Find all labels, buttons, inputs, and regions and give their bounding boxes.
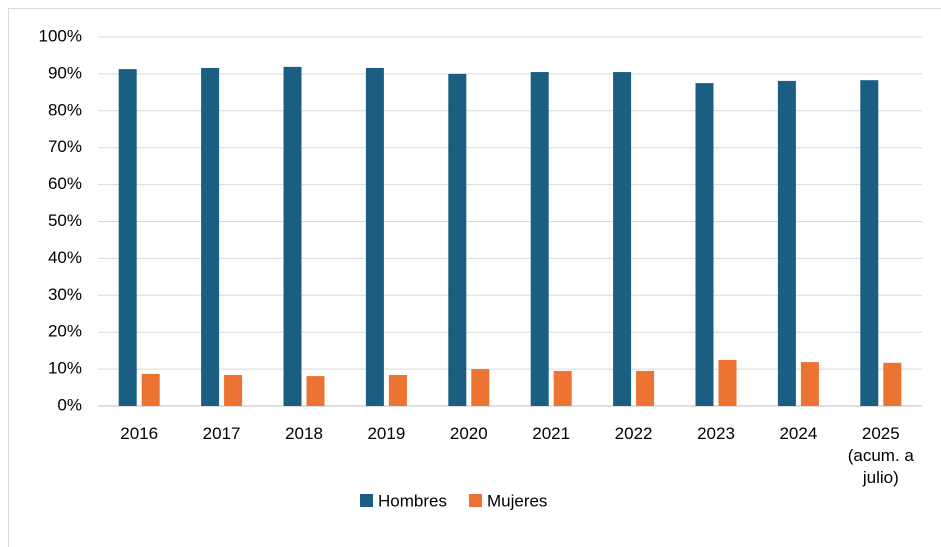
legend-label: Hombres bbox=[378, 491, 447, 510]
bar bbox=[365, 67, 384, 406]
y-tick-label: 10% bbox=[48, 359, 82, 378]
bar bbox=[224, 375, 243, 406]
x-tick-label: 2022 bbox=[614, 424, 653, 443]
y-tick-label: 40% bbox=[48, 248, 82, 267]
y-tick-label: 0% bbox=[57, 395, 82, 414]
y-tick-label: 100% bbox=[39, 26, 82, 45]
bar bbox=[613, 72, 632, 407]
legend-swatch bbox=[360, 494, 373, 507]
x-tick-label: 2019 bbox=[367, 424, 406, 443]
bar bbox=[553, 370, 572, 406]
legend-label: Mujeres bbox=[487, 491, 547, 510]
y-tick-label: 90% bbox=[48, 63, 82, 82]
x-tick-label: 2025 (acum. a julio) bbox=[847, 424, 914, 487]
bar bbox=[471, 369, 490, 406]
bar bbox=[860, 80, 879, 406]
bar bbox=[306, 376, 325, 406]
bar bbox=[530, 72, 549, 407]
bar bbox=[695, 83, 714, 406]
frame bbox=[8, 8, 941, 547]
y-tick-label: 20% bbox=[48, 322, 82, 341]
bar bbox=[388, 375, 407, 406]
bar bbox=[448, 73, 467, 407]
x-tick-label: 2017 bbox=[202, 424, 241, 443]
y-tick-label: 50% bbox=[48, 211, 82, 230]
x-tick-label: 2016 bbox=[120, 424, 159, 443]
bar bbox=[201, 67, 220, 406]
x-tick-label: 2023 bbox=[697, 424, 735, 443]
x-tick-label: 2021 bbox=[532, 424, 571, 443]
bar bbox=[283, 66, 302, 406]
bar bbox=[636, 370, 655, 406]
bar bbox=[883, 362, 902, 406]
y-tick-label: 30% bbox=[48, 285, 82, 304]
bar bbox=[777, 80, 796, 406]
y-tick-label: 60% bbox=[48, 174, 82, 193]
bar bbox=[118, 69, 137, 406]
bar bbox=[718, 359, 737, 406]
x-tick-label: 2024 bbox=[779, 424, 818, 443]
x-tick-label: 2018 bbox=[285, 424, 323, 443]
bar bbox=[141, 373, 160, 406]
y-tick-label: 70% bbox=[48, 137, 82, 156]
y-tick-label: 80% bbox=[48, 100, 82, 119]
bar bbox=[800, 362, 819, 406]
legend-swatch bbox=[468, 494, 482, 507]
x-tick-label: 2020 bbox=[449, 424, 488, 443]
